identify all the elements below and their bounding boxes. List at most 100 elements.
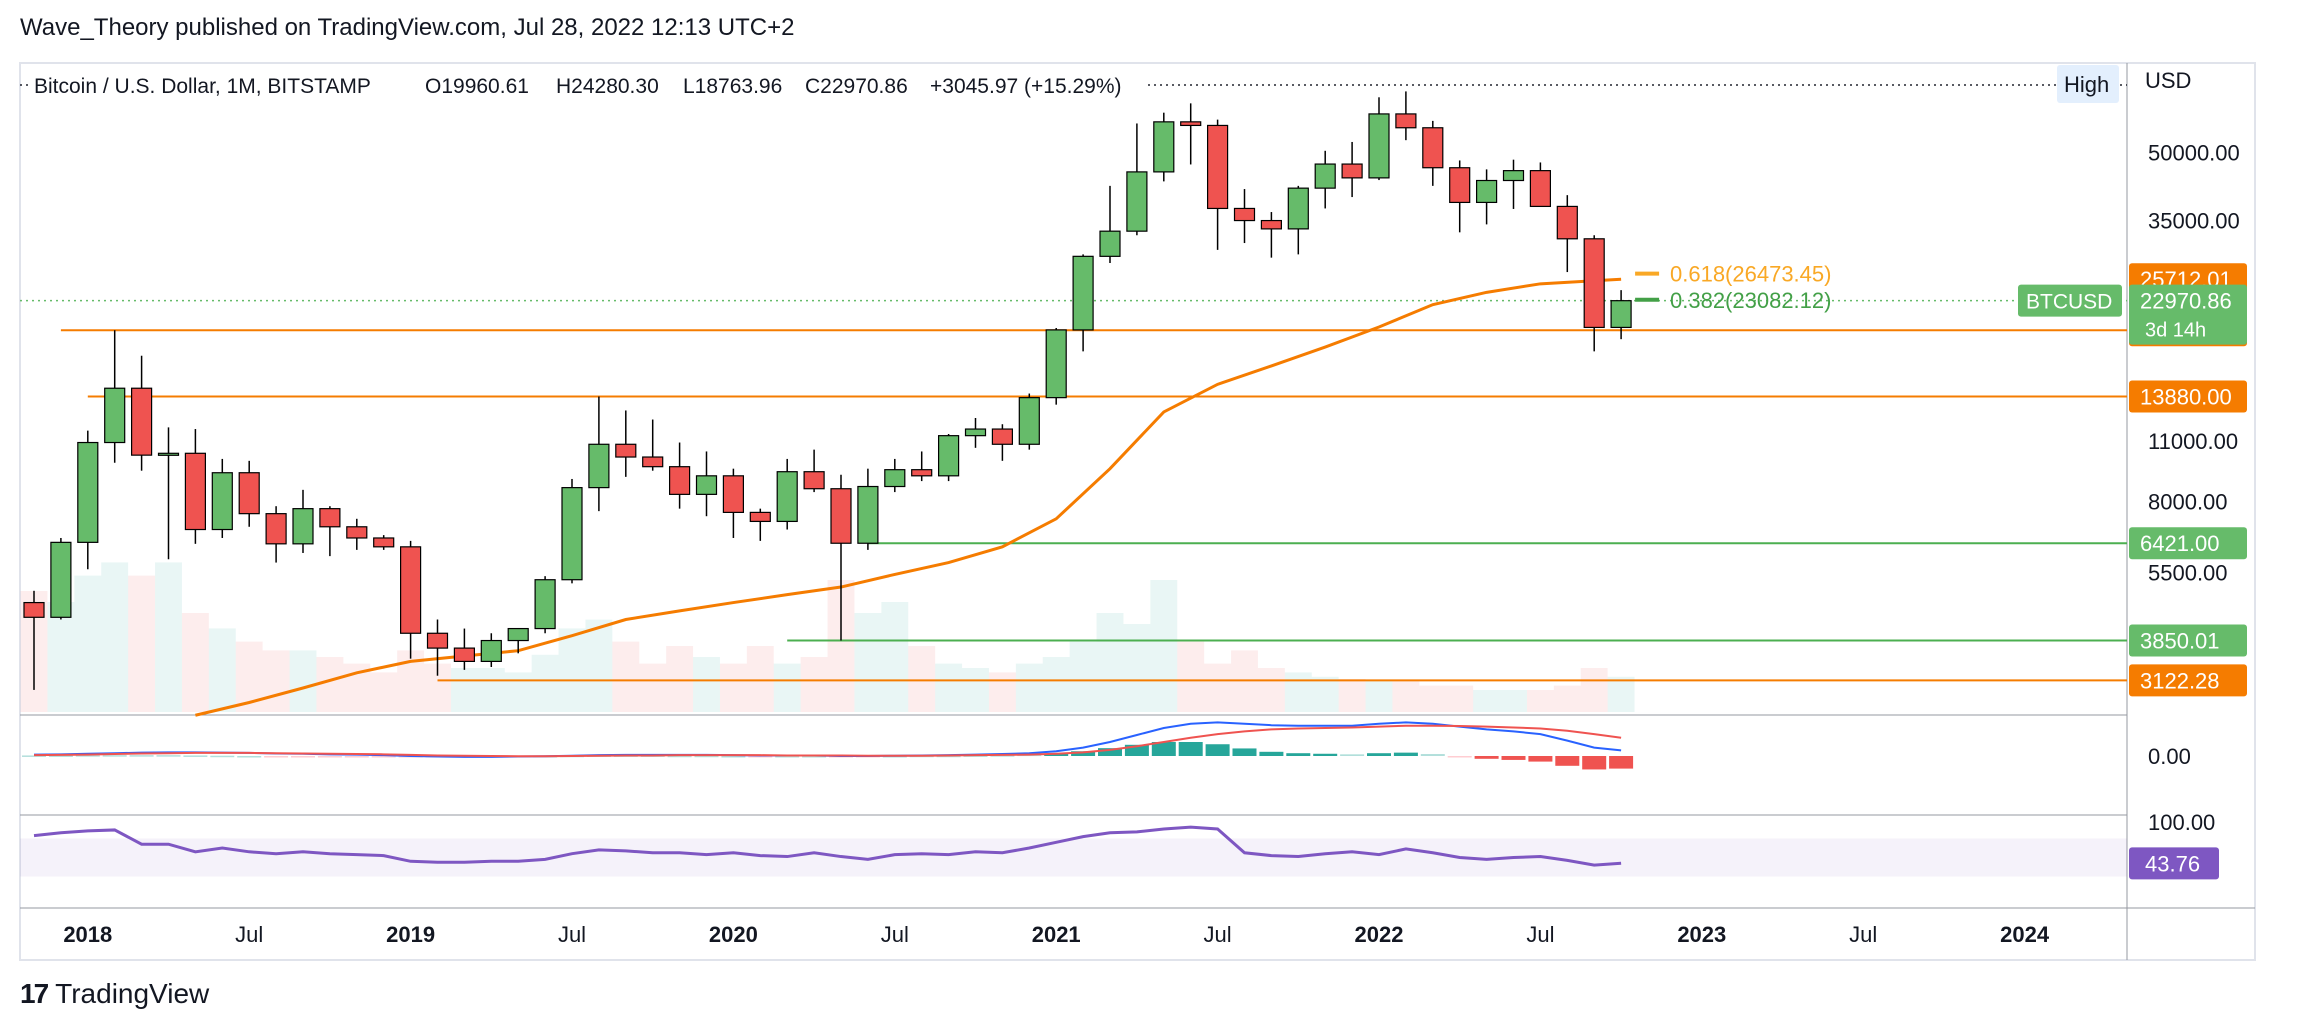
macd-histogram-bar xyxy=(1609,756,1634,769)
volume-bar xyxy=(746,646,774,712)
volume-bar xyxy=(1257,668,1285,712)
volume-bar xyxy=(800,657,828,712)
macd-histogram-bar xyxy=(1420,754,1445,756)
candle-body xyxy=(615,443,637,458)
candle-body xyxy=(1287,187,1309,230)
currency-label: USD xyxy=(2145,68,2191,93)
candle-body xyxy=(1341,163,1363,179)
volume-bar xyxy=(1473,690,1501,712)
macd-histogram-bar xyxy=(1393,752,1418,756)
macd-histogram-bar xyxy=(1474,756,1499,759)
macd-histogram-bar xyxy=(1071,751,1096,756)
volume-bar xyxy=(289,650,317,712)
candle-body xyxy=(1099,230,1121,257)
volume-bar xyxy=(1338,679,1366,712)
candle-body xyxy=(480,639,502,663)
macd-histogram-bar xyxy=(1501,756,1526,760)
macd-histogram-bar xyxy=(667,755,692,758)
candle-body xyxy=(453,647,475,663)
time-tick-label: 2021 xyxy=(1032,922,1081,947)
candle-body xyxy=(1233,207,1256,222)
volume-bar xyxy=(316,657,344,712)
candle-body xyxy=(830,488,852,544)
volume-bar xyxy=(477,668,505,712)
candle-body xyxy=(211,472,233,531)
candle-body xyxy=(668,466,691,495)
high-button[interactable]: High xyxy=(2064,72,2109,97)
volume-bar xyxy=(693,657,720,712)
macd-histogram-bar xyxy=(936,755,961,758)
volume-bar xyxy=(47,602,75,712)
macd-histogram-bar xyxy=(371,756,396,758)
tradingview-logo-icon: 17 xyxy=(20,978,49,1009)
rsi-tag-bg xyxy=(2129,847,2219,880)
macd-histogram-bar xyxy=(1555,756,1580,766)
macd-histogram-bar xyxy=(694,755,719,758)
macd-histogram-bar xyxy=(75,755,100,757)
volume-bar xyxy=(1042,657,1070,712)
time-tick-label: Jul xyxy=(1526,922,1554,947)
candle-body xyxy=(23,601,45,618)
candle-body xyxy=(238,472,260,515)
volume-bar xyxy=(1500,690,1527,712)
candle-body xyxy=(1502,170,1525,182)
fib-label: 0.382(23082.12) xyxy=(1670,288,1831,313)
countdown-label: 3d 14h xyxy=(2145,320,2206,342)
candle-body xyxy=(1045,329,1067,399)
candle-body xyxy=(346,526,368,539)
candle-body xyxy=(373,537,395,548)
macd-histogram-bar xyxy=(22,755,46,757)
candle-body xyxy=(1583,238,1605,329)
candle-body xyxy=(1072,255,1094,331)
current-price-label: 22970.86 xyxy=(2140,289,2232,314)
volume-bar xyxy=(1392,681,1420,712)
macd-signal-line xyxy=(33,724,1622,758)
time-tick-label: 2023 xyxy=(1677,922,1726,947)
candle-body xyxy=(400,546,422,634)
macd-histogram-bar xyxy=(183,755,208,757)
volume-bar xyxy=(612,641,640,712)
price-tick-label: 8000.00 xyxy=(2148,489,2228,514)
candle-body xyxy=(964,428,987,437)
price-tick-label: 11000.00 xyxy=(2148,429,2238,454)
candle-body xyxy=(1180,121,1202,127)
time-tick-label: Jul xyxy=(1849,922,1877,947)
price-tag-label: 3850.01 xyxy=(2140,629,2220,654)
volume-bar xyxy=(988,672,1016,712)
candle-body xyxy=(749,511,771,523)
rsi-last-label: 43.76 xyxy=(2145,851,2200,876)
time-tick-label: 2019 xyxy=(386,922,435,947)
tradingview-logo[interactable]: 17 TradingView xyxy=(20,978,209,1010)
tradingview-brand: TradingView xyxy=(55,978,210,1009)
candle-body xyxy=(1368,113,1390,179)
candle-body xyxy=(1475,179,1498,204)
candle-body xyxy=(1556,205,1578,240)
price-axis[interactable]: 50000.00 35000.00 11000.00 8000.00 5500.00 0.… xyxy=(2148,141,2240,835)
volume-bar xyxy=(558,628,586,712)
time-axis[interactable]: 2018 Jul 2019 Jul 2020 Jul 2021 Jul 2022 Jul 2023 J… xyxy=(63,922,2050,947)
volume-bar xyxy=(1069,641,1097,712)
symbol-tag: BTCUSD xyxy=(2026,291,2112,314)
volume-bar xyxy=(639,663,667,712)
macd-histogram-bar xyxy=(990,755,1015,757)
candle-body xyxy=(1206,124,1229,210)
fib-label: 0.618(26473.45) xyxy=(1670,262,1831,287)
price-tick-label: 35000.00 xyxy=(2148,209,2240,234)
legend-open: O19960.61 xyxy=(425,75,529,98)
macd-histogram-bar xyxy=(291,756,315,758)
volume-bar xyxy=(1365,681,1393,712)
volume-bar xyxy=(1177,641,1205,712)
macd-histogram-bar xyxy=(1528,756,1553,762)
macd-zero-label: 0.00 xyxy=(2148,744,2191,769)
candle-body xyxy=(157,452,180,456)
candle-body xyxy=(695,475,718,495)
rsi-layer xyxy=(20,825,2127,877)
time-tick-label: Jul xyxy=(235,922,263,947)
price-tag-bg xyxy=(2129,664,2247,697)
macd-histogram-bar xyxy=(1124,744,1149,756)
macd-histogram-bar xyxy=(1151,742,1176,756)
macd-histogram-bar xyxy=(1447,756,1472,758)
high-button-bg[interactable] xyxy=(2057,65,2119,103)
candle-body xyxy=(776,471,798,523)
